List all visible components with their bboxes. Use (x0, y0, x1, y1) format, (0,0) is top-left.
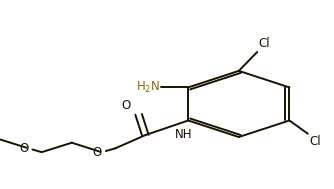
Text: H$_2$N: H$_2$N (136, 80, 160, 95)
Text: NH: NH (175, 128, 193, 141)
Text: Cl: Cl (259, 37, 271, 50)
Text: O: O (19, 142, 28, 155)
Text: O: O (93, 146, 102, 159)
Text: Cl: Cl (310, 135, 321, 148)
Text: O: O (121, 99, 130, 112)
